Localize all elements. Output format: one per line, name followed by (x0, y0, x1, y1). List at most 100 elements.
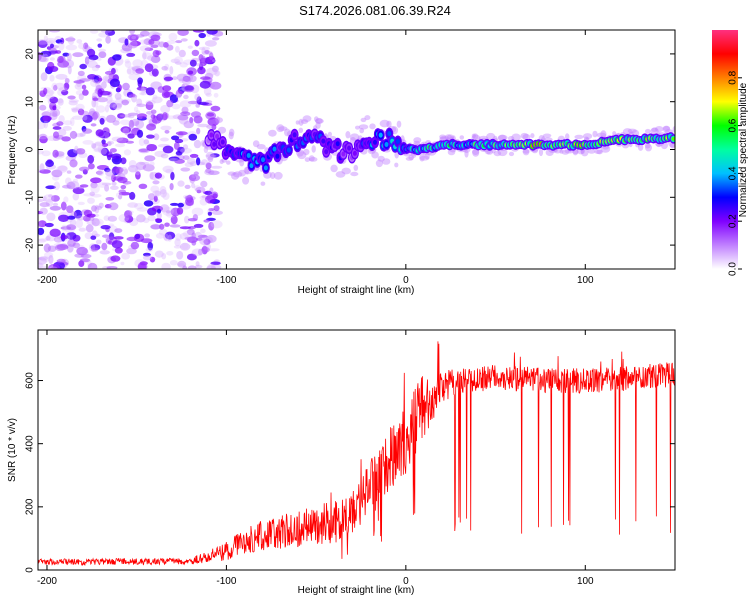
heatmap-noise-cell (143, 252, 151, 257)
heatmap-noise-cell (135, 110, 141, 115)
heatmap-noise-cell (127, 202, 138, 208)
heatmap-noise-cell (65, 224, 77, 231)
heatmap-noise-cell (41, 256, 50, 263)
heatmap-noise-cell (187, 265, 197, 269)
heatmap-halo-cell (386, 120, 392, 128)
heatmap-noise-cell (73, 209, 83, 219)
heatmap-noise-cell (122, 82, 130, 91)
heatmap-noise-cell (193, 139, 202, 149)
heatmap-noise-cell (112, 54, 122, 61)
heatmap-halo-cell (572, 149, 579, 155)
heatmap-noise-cell (142, 51, 147, 60)
heatmap-noise-cell (107, 140, 115, 145)
heatmap-noise-cell (179, 62, 188, 68)
heatmap-noise-cell (67, 215, 76, 220)
heatmap-noise-cell (180, 167, 191, 172)
heatmap-noise-cell (75, 174, 83, 179)
heatmap-noise-cell (134, 233, 141, 240)
snr-x-tick-label: -100 (216, 576, 236, 587)
heatmap-noise-cell (79, 132, 86, 137)
heatmap-halo-cell (308, 155, 315, 162)
heatmap-noise-cell (176, 250, 184, 260)
heatmap-noise-cell (210, 220, 223, 229)
snr-panel: -200 -100 0 100 0 200 400 600 Height of straigh… (7, 329, 676, 596)
heatmap-noise-cell (170, 202, 179, 206)
heatmap-noise-cell (167, 234, 172, 242)
heatmap-noise-cell (91, 205, 97, 212)
heatmap-noise-cell (90, 235, 97, 240)
heatmap-noise-cell (38, 56, 47, 62)
heatmap-noise-cell (102, 75, 113, 83)
heatmap-noise-cell (63, 82, 70, 91)
heatmap-noise-cell (211, 191, 219, 199)
heatmap-noise-cell (87, 48, 96, 58)
heatmap-noise-cell (58, 87, 68, 92)
heatmap-noise-cell (189, 174, 201, 182)
heatmap-noise-cell (194, 264, 203, 269)
heatmap-halo-cell (394, 162, 399, 168)
heatmap-noise-cell (152, 94, 158, 100)
heatmap-noise-cell (153, 195, 158, 202)
heatmap-noise-cell (174, 56, 183, 65)
heatmap-noise-cell (141, 52, 153, 60)
heatmap-noise-cell (57, 98, 64, 106)
heatmap-noise-cell (205, 154, 217, 158)
heatmap-noise-cell (54, 244, 66, 252)
heatmap-noise-cell (175, 233, 182, 242)
heatmap-noise-cell (75, 133, 84, 138)
heatmap-noise-cell (104, 167, 111, 173)
heatmap-noise-cell (187, 75, 197, 83)
heatmap-halo-cell (349, 133, 360, 141)
heatmap-noise-cell (201, 159, 208, 166)
heatmap-noise-cell (62, 125, 72, 131)
heatmap-halo-cell (327, 131, 332, 137)
heatmap-noise-cell (124, 60, 132, 68)
heatmap-noise-cell (139, 39, 147, 45)
heatmap-noise-cell (150, 185, 160, 193)
heatmap-noise-cell (104, 30, 116, 36)
snr-y-tick-label: 200 (25, 498, 36, 515)
heatmap-noise-cell (48, 255, 54, 264)
heatmap-ridge-core (395, 139, 400, 144)
heatmap-ridge-core (347, 145, 352, 151)
heatmap-noise-cell (101, 81, 107, 89)
heatmap-noise-cell (93, 148, 103, 153)
heatmap-noise-cell (142, 255, 153, 261)
heatmap-halo-cell (530, 133, 535, 139)
heatmap-noise-cell (123, 149, 131, 156)
heatmap-noise-cell (124, 210, 133, 219)
heatmap-noise-cell (160, 153, 169, 159)
heatmap-noise-cell (139, 45, 151, 52)
heatmap-noise-cell (69, 130, 78, 139)
heatmap-noise-cell (136, 103, 146, 108)
heatmap-noise-cell (194, 231, 202, 239)
heatmap-noise-cell (160, 137, 169, 142)
heatmap-noise-cell (82, 115, 88, 121)
heatmap-noise-cell (72, 187, 85, 195)
heatmap-noise-cell (189, 117, 194, 124)
heatmap-noise-cell (209, 153, 220, 158)
heatmap-noise-cell (45, 185, 56, 190)
heatmap-noise-cell (210, 261, 221, 266)
heatmap-noise-cell (39, 202, 50, 208)
heatmap-noise-cell (173, 245, 182, 249)
heatmap-ridge-core (378, 132, 383, 138)
heatmap-noise-cell (214, 70, 221, 77)
heatmap-noise-cell (173, 141, 180, 150)
heatmap-ridge-core (212, 141, 217, 147)
heatmap-halo-cell (335, 171, 346, 178)
heatmap-noise-cell (75, 215, 87, 221)
heatmap-noise-cell (39, 57, 49, 63)
heatmap-x-tick-label: 0 (403, 275, 409, 286)
heatmap-noise-cell (88, 163, 95, 170)
heatmap-noise-cell (51, 82, 58, 91)
heatmap-halo-cell (364, 115, 371, 121)
heatmap-noise-cell (65, 44, 78, 51)
heatmap-noise-cell (128, 39, 138, 49)
heatmap-noise-cell (117, 113, 126, 119)
heatmap-noise-cell (106, 266, 118, 269)
heatmap-halo-cell (231, 172, 240, 180)
heatmap-noise-cell (140, 238, 153, 244)
heatmap-halo-cell (447, 148, 456, 156)
